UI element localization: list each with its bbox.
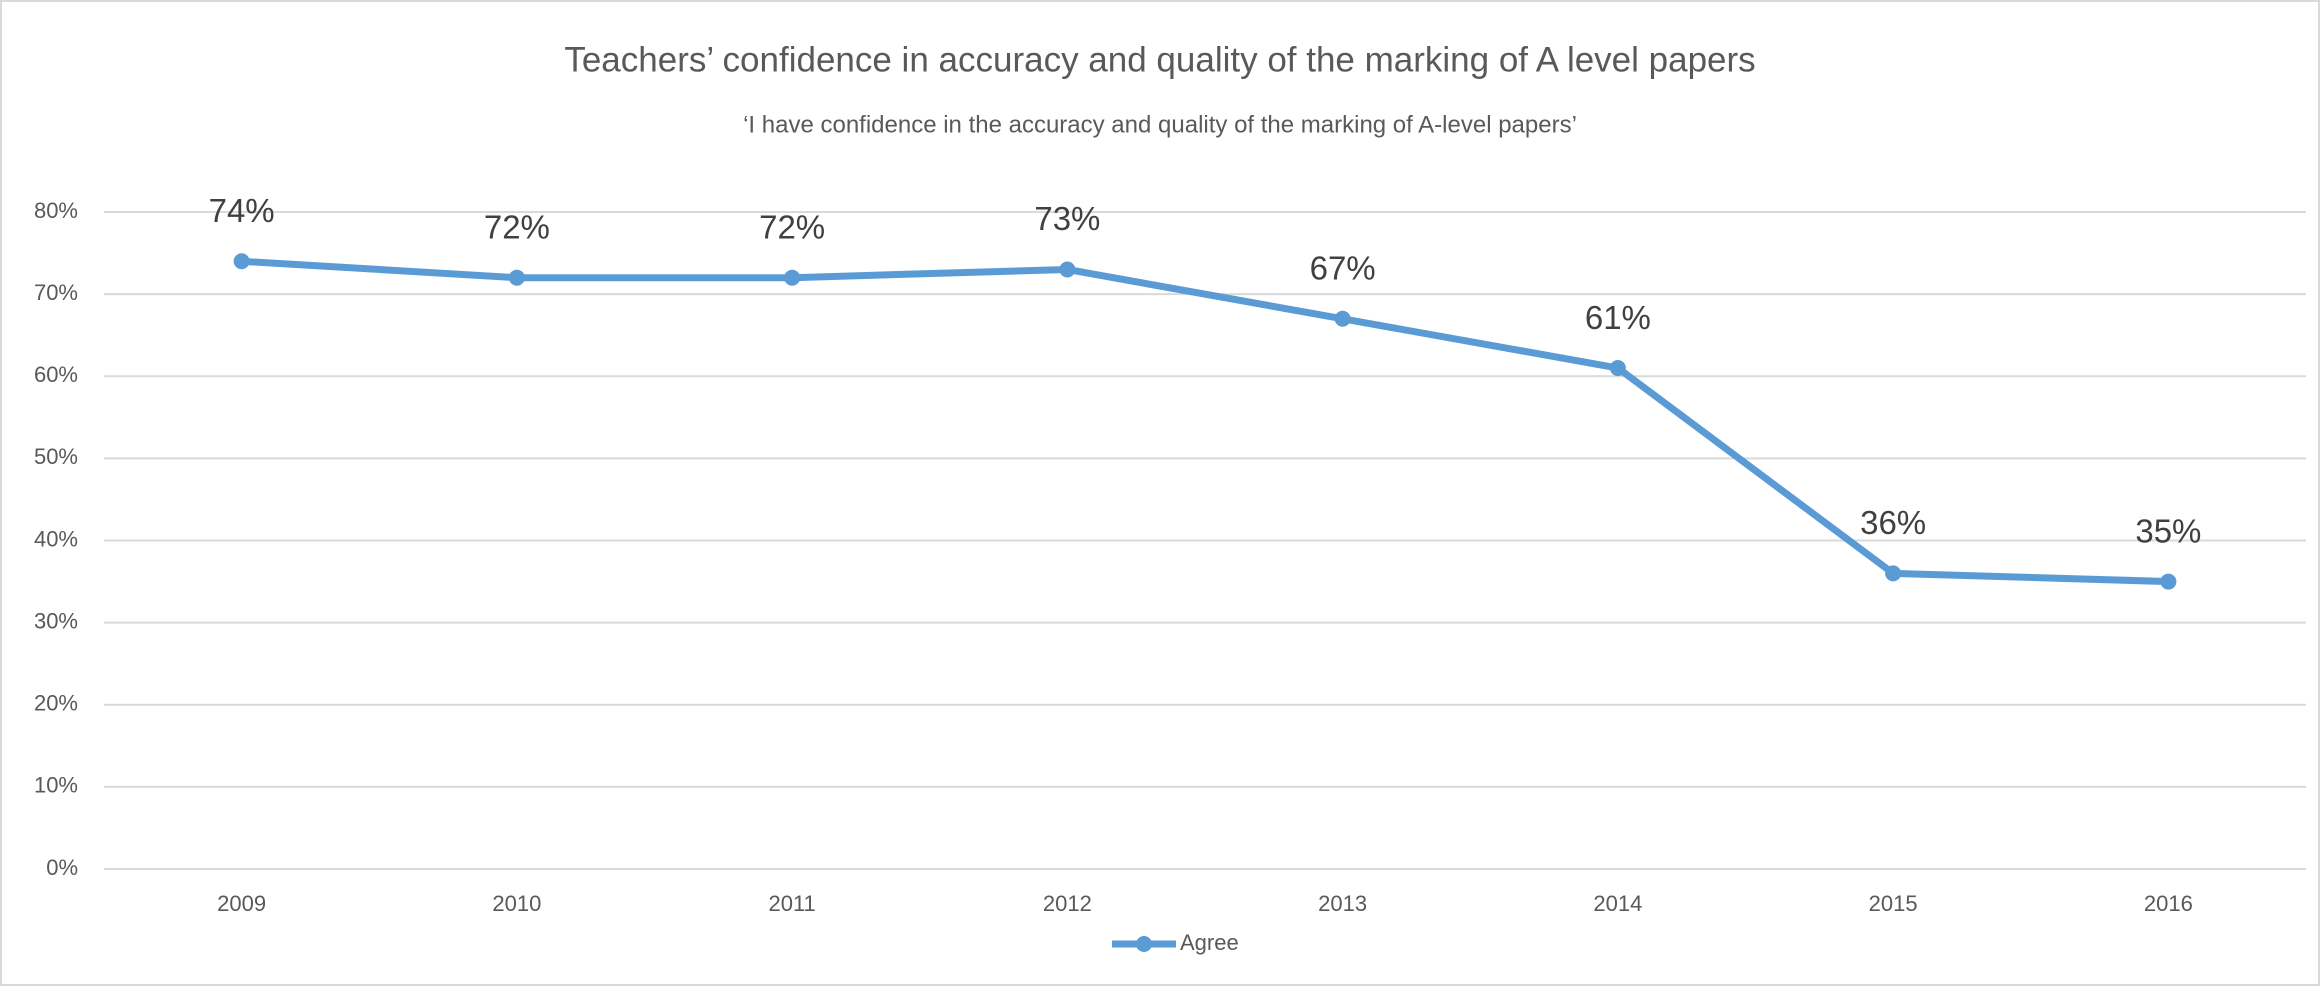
data-point	[1609, 360, 1626, 377]
data-label: 67%	[1310, 249, 1376, 286]
chart-title: Teachers’ confidence in accuracy and qua…	[564, 40, 1755, 79]
y-tick-label: 10%	[34, 773, 78, 798]
y-tick-label: 30%	[34, 608, 78, 633]
legend-label: Agree	[1180, 930, 1239, 955]
x-tick-label: 2012	[1043, 891, 1092, 916]
data-point	[233, 253, 250, 270]
chart-subtitle: ‘I have confidence in the accuracy and q…	[743, 111, 1577, 138]
data-point	[2160, 573, 2177, 590]
data-label: 35%	[2135, 512, 2201, 549]
x-tick-label: 2016	[2144, 891, 2193, 916]
data-point	[784, 269, 801, 286]
legend-marker	[1136, 936, 1152, 952]
data-label: 72%	[759, 208, 825, 245]
x-tick-label: 2011	[768, 891, 815, 916]
y-tick-label: 40%	[34, 526, 78, 551]
data-label: 72%	[484, 208, 550, 245]
data-point	[1885, 565, 1902, 582]
x-tick-label: 2015	[1869, 891, 1918, 916]
y-tick-label: 50%	[34, 444, 78, 469]
y-tick-label: 70%	[34, 280, 78, 305]
y-tick-label: 60%	[34, 362, 78, 387]
x-tick-label: 2009	[217, 891, 266, 916]
series-line	[238, 257, 2172, 586]
x-tick-label: 2013	[1318, 891, 1367, 916]
y-tick-label: 20%	[34, 691, 78, 716]
data-label: 36%	[1860, 504, 1926, 541]
y-tick-label: 80%	[34, 198, 78, 223]
y-tick-label: 0%	[46, 855, 78, 880]
data-label: 74%	[209, 192, 275, 229]
data-point	[1334, 310, 1351, 327]
data-point	[1059, 261, 1076, 278]
x-tick-label: 2014	[1593, 891, 1642, 916]
x-tick-label: 2010	[492, 891, 541, 916]
data-label: 73%	[1034, 200, 1100, 237]
data-label: 61%	[1585, 299, 1651, 336]
data-point	[508, 269, 525, 286]
